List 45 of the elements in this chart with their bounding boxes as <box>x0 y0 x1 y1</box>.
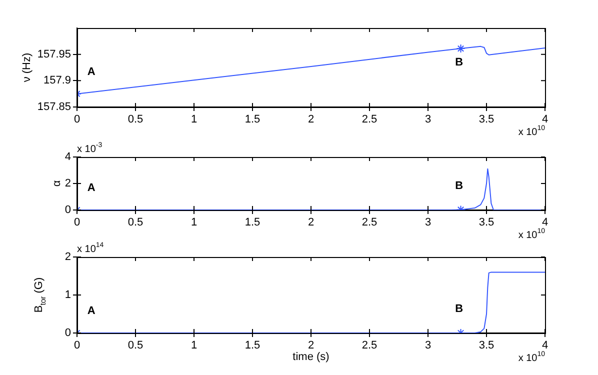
x-tick-label: 3 <box>424 114 432 126</box>
y-tick-label: 157.9 <box>43 74 71 87</box>
y-tick-label: 0 <box>64 204 71 216</box>
x-tick-label: 1.5 <box>244 340 260 352</box>
x-tick-label: 0 <box>74 216 80 229</box>
y-tick-label: 2 <box>64 178 71 190</box>
annotation: B <box>455 180 464 192</box>
annotation: B <box>455 56 464 69</box>
x-tick-label: 0 <box>74 114 80 126</box>
x-tick-label: 4 <box>542 216 548 229</box>
x-tick-label: 1 <box>190 216 198 229</box>
x-tick-label: 3 <box>424 340 432 352</box>
x-tick-label: 4 <box>542 340 548 352</box>
y-tick-label: 157.85 <box>37 101 71 114</box>
x-axis-title: time (s) <box>292 351 330 364</box>
y-axis-title: ν (Hz) <box>21 52 34 82</box>
x-tick-label: 3.5 <box>478 216 494 229</box>
x-tick-label: 3.5 <box>478 340 494 352</box>
x-tick-label: 2.5 <box>362 216 378 229</box>
annotation: B <box>455 303 464 316</box>
y-tick-label: 2 <box>64 251 71 264</box>
x-tick-label: 3 <box>424 216 432 229</box>
x-tick-label: 2 <box>308 216 314 229</box>
x-tick-label: 2 <box>308 114 314 126</box>
y-tick-label: 4 <box>64 151 71 164</box>
x-tick-label: 4 <box>542 114 548 126</box>
x-tick-label: 1.5 <box>244 216 260 229</box>
x-tick-label: 1.5 <box>244 114 260 126</box>
annotation: A <box>87 66 96 78</box>
x-tick-label: 2.5 <box>362 114 378 126</box>
x-tick-label: 1 <box>190 114 198 126</box>
x-tick-label: 2 <box>308 340 314 352</box>
y-axis-title: α <box>51 180 64 187</box>
y-tick-label: 1 <box>64 289 71 302</box>
annotation: A <box>87 182 96 194</box>
x-tick-label: 2.5 <box>362 340 378 352</box>
x-tick-label: 0 <box>74 340 80 352</box>
x-tick-label: 0.5 <box>128 114 144 126</box>
x-tick-label: 0.5 <box>128 216 144 229</box>
y-tick-label: 157.95 <box>37 48 71 60</box>
y-tick-label: 0 <box>64 327 71 340</box>
x-tick-label: 0.5 <box>128 340 144 352</box>
annotation: A <box>87 305 96 318</box>
x-tick-label: 3.5 <box>478 114 494 126</box>
x-tick-label: 1 <box>190 340 198 352</box>
